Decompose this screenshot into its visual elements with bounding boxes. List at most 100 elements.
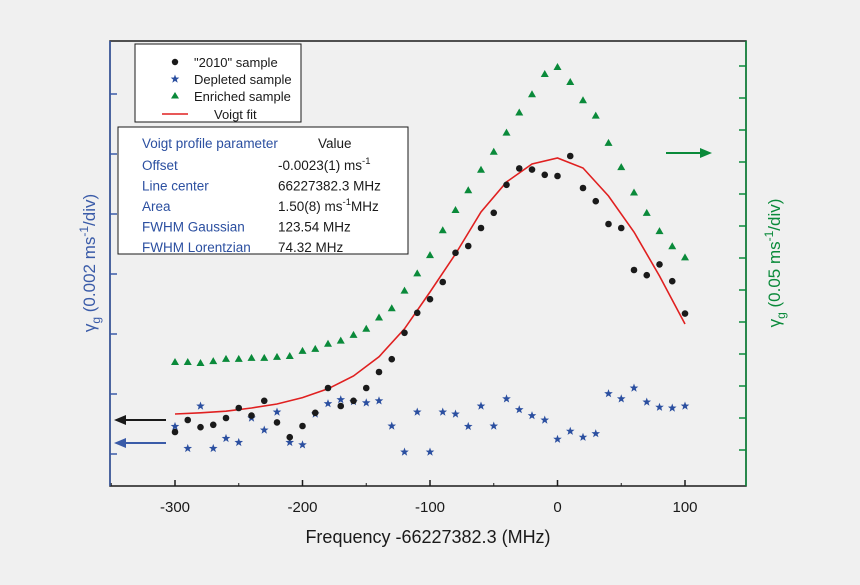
enriched-point [324,339,332,347]
enriched-point [553,63,562,70]
enriched-point [247,353,256,361]
enriched-point [451,206,460,214]
depleted-point [463,421,473,431]
legend: "2010" sample Depleted sample Enriched s… [134,43,302,123]
depleted-point [412,407,422,416]
sample-2010-point [668,277,676,285]
arrow-depleted-to-left-axis [114,438,166,448]
enriched-point [362,324,371,332]
depleted-point [540,415,550,424]
depleted-point [476,401,486,410]
x-tick-label: -300 [160,499,190,516]
depleted-point [183,443,193,453]
depleted-point [387,421,397,430]
right-axis-ticks [739,65,746,451]
sample-2010-point [209,421,217,429]
voigt-fit-line [174,157,686,415]
sample-2010-point [401,329,408,337]
sample-2010-point [337,402,345,410]
x-tick-label: 100 [672,499,697,516]
sample-2010-point [681,310,689,317]
depleted-point [604,389,613,398]
enriched-point [515,108,524,116]
depleted-point [438,407,448,416]
enriched-point [489,147,498,155]
enriched-point [222,354,230,362]
table-param-value: 66227382.3 MHz [278,179,381,194]
enriched-point [336,336,345,344]
legend-marker-2010 [171,58,179,66]
legend-label-enriched: Enriched sample [194,89,291,104]
table-param-value: 1.50(8) ms-1MHz [278,197,379,214]
sample-2010-point [248,412,255,419]
enriched-point [183,358,192,366]
depleted-point [336,395,346,404]
enriched-point [426,251,434,259]
table-param-name: FWHM Lorentzian [142,240,251,255]
sample-2010-points [171,152,689,441]
depleted-point [374,396,384,405]
table-param-value: 123.54 MHz [278,220,351,235]
sample-2010-point [656,261,663,268]
sample-2010-point [197,423,204,431]
sample-2010-point [452,249,459,257]
table-param-name: FWHM Gaussian [142,220,245,235]
enriched-point [438,226,447,234]
depleted-point [578,432,588,441]
enriched-point [681,253,689,261]
depleted-point [642,397,652,406]
enriched-point [375,313,383,321]
sample-2010-point [273,419,281,426]
depleted-point [489,421,499,430]
enriched-sample-points [171,63,689,366]
sample-2010-point [592,197,600,205]
sample-2010-point [528,166,536,173]
depleted-point [502,394,511,403]
sample-2010-point [350,397,357,405]
depleted-point [616,394,626,403]
sample-2010-point [426,295,434,303]
enriched-point [604,138,613,146]
sample-2010-point [503,181,510,189]
legend-marker-depleted [170,74,180,83]
table-param-name: Offset [142,158,178,173]
depleted-point [208,443,218,453]
sample-2010-point [554,172,561,180]
depleted-point [400,447,409,456]
sample-2010-point [362,384,370,392]
depleted-point [221,433,231,443]
enriched-point [260,353,269,361]
sample-2010-point [388,355,396,363]
legend-label-depleted: Depleted sample [194,72,292,87]
legend-label-2010: "2010" sample [194,55,278,70]
sample-2010-point [605,220,612,228]
depleted-point [298,440,307,449]
table-param-value: 74.32 MHz [278,240,344,255]
table-header-value: Value [318,136,352,151]
sample-2010-point [464,242,472,250]
enriched-point [668,242,677,250]
sample-2010-point [299,422,306,430]
sample-2010-point [311,409,319,417]
depleted-point [514,405,524,414]
sample-2010-point [643,271,651,279]
table-param-value: -0.0023(1) ms-1 [278,156,371,173]
table-param-name: Line center [142,179,209,194]
sample-2010-point [566,152,574,160]
enriched-point [171,358,179,366]
enriched-point [464,186,473,194]
sample-2010-point [171,428,179,436]
enriched-point [311,344,320,352]
sample-2010-point [413,309,421,317]
enriched-point [298,346,307,354]
arrow-2010-to-left-axis [114,415,166,425]
sample-2010-point [184,416,192,424]
depleted-point [591,429,601,438]
depleted-point [680,401,690,410]
x-tick-label: 0 [553,499,561,516]
sample-2010-point [260,397,268,405]
enriched-point [413,269,422,277]
enriched-point [502,128,511,136]
table-rows: Offset -0.0023(1) ms-1 Line center 66227382… [142,156,381,255]
